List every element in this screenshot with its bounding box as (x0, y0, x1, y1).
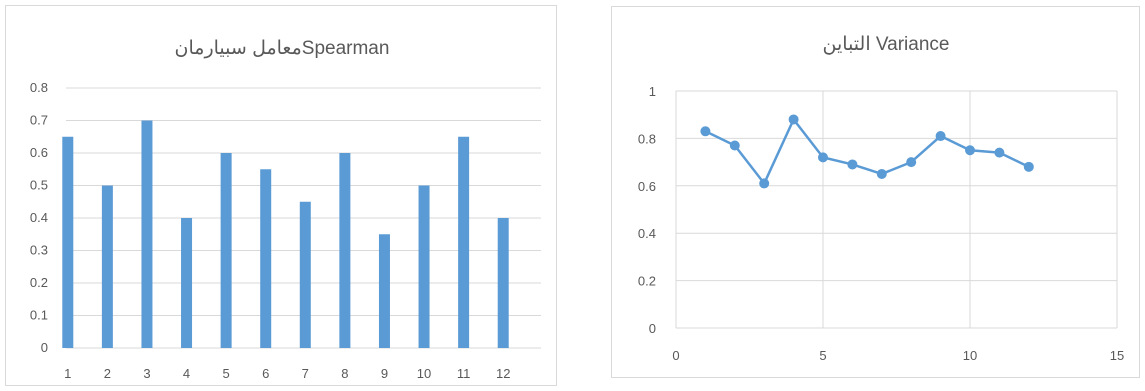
bar-chart-panel: معامل سبيارمانSpearman 0 0.1 0.2 0.3 0.4 0.5 0… (5, 5, 557, 386)
line-chart-x-axis: 0 5 10 15 (672, 348, 1124, 363)
bar-chart-title: معامل سبيارمانSpearman (175, 38, 390, 59)
bar-chart-bar (181, 218, 193, 348)
bar-chart-bar (378, 234, 390, 348)
bar-chart-x-tick-label: 8 (341, 366, 348, 381)
bar-chart-x-tick-label: 11 (457, 366, 471, 381)
line-chart-x-tick-label: 10 (963, 348, 977, 363)
line-chart-point (994, 147, 1005, 158)
bar-chart-bar (220, 153, 232, 348)
bar-chart-x-tick-label: 2 (104, 366, 111, 381)
line-chart-y-tick-label: 0.2 (638, 274, 656, 289)
line-chart-title: التباين Variance (823, 34, 950, 55)
line-chart-x-tick-label: 0 (672, 348, 679, 363)
bar-chart-y-tick-label: 0.4 (30, 210, 48, 225)
line-chart-y-tick-label: 0.8 (638, 131, 656, 146)
line-chart-point (700, 126, 711, 137)
line-chart-point (759, 178, 770, 189)
bar-chart-y-tick-label: 0.8 (30, 80, 48, 95)
bar-chart-bar (62, 136, 74, 348)
line-chart-x-tick-label: 15 (1110, 348, 1124, 363)
bar-chart-y-tick-label: 0.1 (30, 308, 48, 323)
line-chart-point (729, 140, 740, 151)
bar-chart-y-tick-label: 0.6 (30, 145, 48, 160)
bar-chart-bars (62, 120, 509, 348)
line-chart-panel: التباين Variance 0 0.2 0.4 0.6 0.8 1 0 5 10 15 (611, 6, 1140, 378)
line-chart: التباين Variance 0 0.2 0.4 0.6 0.8 1 0 5 10 15 (638, 34, 1124, 363)
bar-chart-bar (141, 120, 153, 348)
line-chart-point (906, 157, 917, 168)
bar-chart-x-tick-label: 10 (417, 366, 431, 381)
bar-chart-bar (101, 185, 113, 348)
bar-chart-y-tick-label: 0.5 (30, 178, 48, 193)
line-chart-y-tick-label: 0 (649, 321, 656, 336)
bar-chart-x-tick-label: 12 (496, 366, 510, 381)
line-chart-point (818, 152, 828, 163)
line-chart-y-tick-label: 0.4 (638, 226, 656, 241)
bar-chart: معامل سبيارمانSpearman 00.10.20.30.40.50… (30, 38, 541, 381)
bar-chart-x-tick-label: 9 (381, 366, 388, 381)
line-chart-gridlines (675, 90, 1118, 329)
bar-chart-y-tick-label: 0 (41, 340, 48, 355)
bar-chart-y-axis: 0 0.1 0.2 0.3 0.4 0.5 0.6 0.7 0.8 (30, 80, 48, 355)
line-chart-point (1023, 161, 1034, 172)
line-chart-y-axis: 0 0.2 0.4 0.6 0.8 1 (638, 84, 656, 336)
line-chart-series (700, 114, 1034, 189)
bar-chart-bar (339, 153, 351, 348)
line-chart-point (847, 159, 858, 170)
bar-chart-bar (458, 136, 470, 348)
line-chart-x-tick-label: 5 (819, 348, 826, 363)
line-chart-series-line (704, 118, 1030, 185)
bar-chart-y-tick-label: 0.7 (30, 113, 48, 128)
bar-chart-y-tick-label: 0.3 (30, 243, 48, 258)
bar-chart-bar (418, 185, 430, 348)
line-chart-y-tick-label: 0.6 (638, 179, 656, 194)
bar-chart-x-tick-label: 3 (143, 366, 150, 381)
line-chart-point (788, 114, 799, 125)
line-chart-point (876, 168, 887, 179)
line-chart-point (965, 145, 975, 156)
bar-chart-bar (260, 169, 272, 348)
bar-chart-x-tick-label: 5 (223, 366, 230, 381)
bar-chart-x-tick-label: 1 (64, 366, 71, 381)
bar-chart-x-axis: 1 2 3 4 5 6 7 8 9 10 11 12 (64, 366, 510, 381)
bar-chart-x-tick-label: 7 (302, 366, 309, 381)
bar-chart-x-tick-label: 4 (183, 366, 190, 381)
bar-chart-x-tick-label: 6 (262, 366, 269, 381)
line-chart-y-tick-label: 1 (649, 84, 656, 99)
bar-chart-bar (497, 218, 509, 348)
bar-chart-y-tick-label: 0.2 (30, 275, 48, 290)
bar-chart-bar (299, 201, 311, 348)
line-chart-point (935, 131, 946, 142)
